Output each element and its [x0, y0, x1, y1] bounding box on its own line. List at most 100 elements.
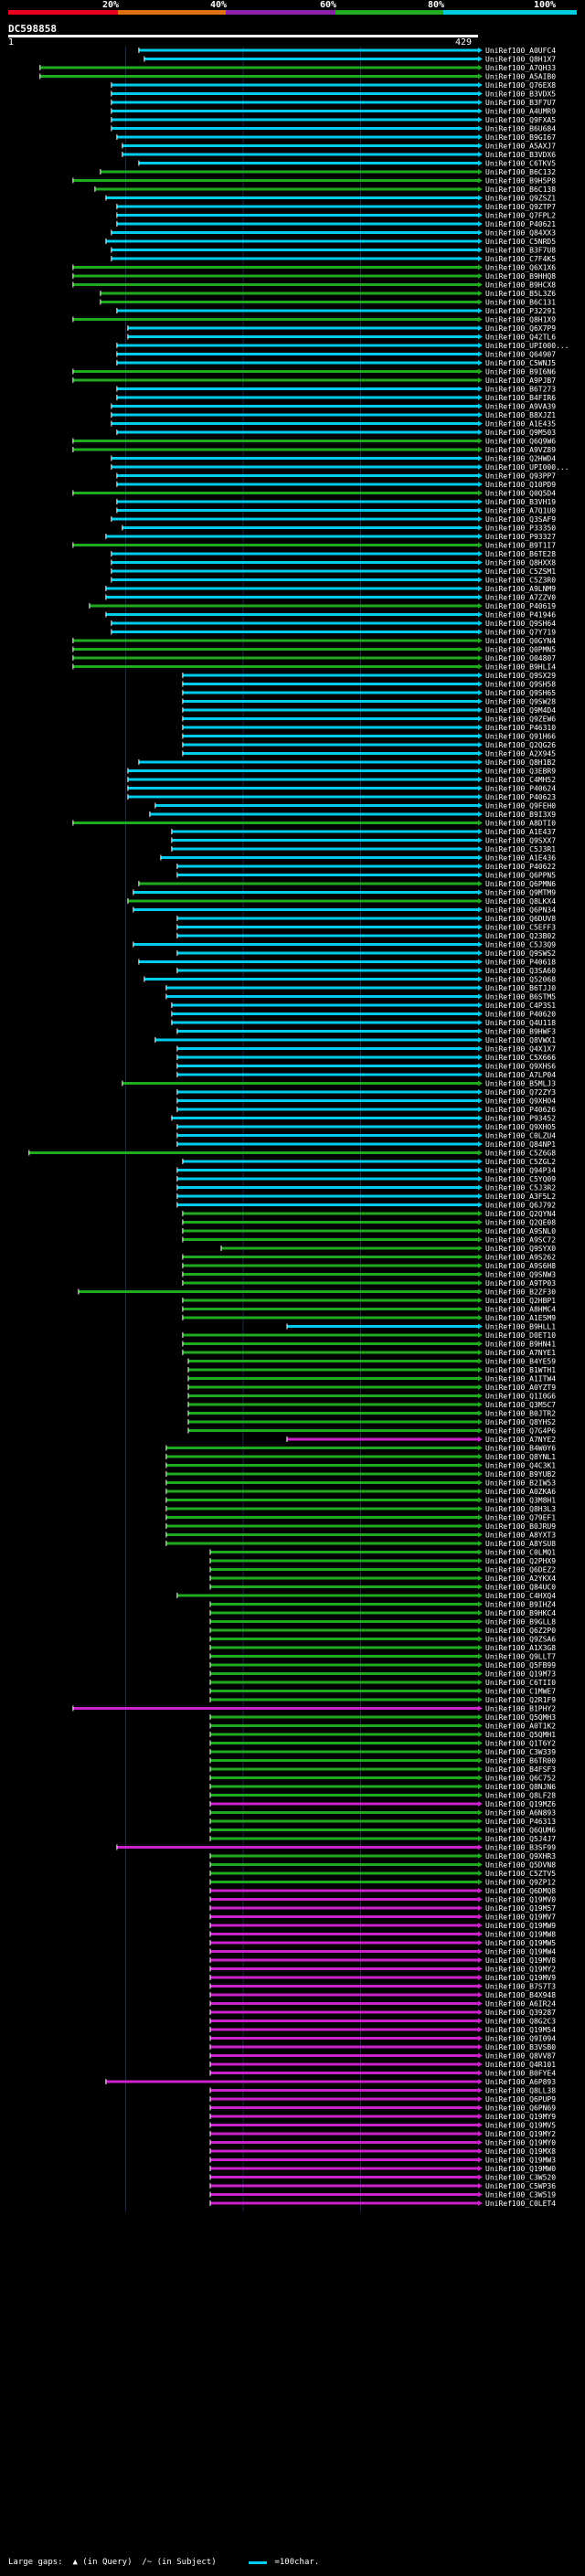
hit-end-arrow-180	[478, 1601, 483, 1607]
hit-label-17: UniRef100_B6C138	[485, 186, 556, 194]
hit-end-arrow-208	[478, 1844, 483, 1850]
hit-label-9: UniRef100_Q9FXA5	[485, 116, 556, 124]
hit-label-226: UniRef100_A6IR24	[485, 2000, 556, 2009]
hit-end-arrow-40	[478, 386, 483, 392]
hit-end-arrow-103	[478, 933, 483, 938]
hit-label-76: UniRef100_Q9SW28	[485, 698, 556, 706]
hit-label-118: UniRef100_Q9XHS6	[485, 1063, 556, 1071]
hit-label-170: UniRef100_Q79EF1	[485, 1514, 556, 1522]
hit-end-arrow-59	[478, 551, 483, 557]
hit-label-158: UniRef100_B0JTR2	[485, 1410, 556, 1418]
hit-end-arrow-62	[478, 577, 483, 583]
hit-end-arrow-37	[478, 360, 483, 366]
hit-end-arrow-189	[478, 1680, 483, 1685]
hit-end-arrow-124	[478, 1115, 483, 1121]
hit-label-130: UniRef100_Q94P34	[485, 1167, 556, 1175]
hit-end-arrow-48	[478, 455, 483, 461]
hit-end-arrow-21	[478, 221, 483, 227]
hit-end-arrow-38	[478, 368, 483, 375]
hit-label-22: UniRef100_Q84XX3	[485, 229, 556, 238]
hit-end-arrow-153	[478, 1367, 483, 1373]
hit-end-arrow-87	[478, 794, 483, 800]
hit-end-arrow-35	[478, 343, 483, 348]
hit-end-arrow-98	[478, 889, 483, 896]
hit-end-arrow-8	[478, 108, 483, 114]
hit-label-183: UniRef100_Q6Z2P0	[485, 1627, 556, 1635]
hit-end-arrow-141	[478, 1263, 483, 1268]
hit-end-arrow-164	[478, 1462, 483, 1468]
hit-label-135: UniRef100_Q2QYN4	[485, 1210, 556, 1218]
hit-label-82: UniRef100_A2X945	[485, 750, 556, 758]
hit-label-12: UniRef100_A5AXJ7	[485, 143, 556, 151]
hit-end-arrow-195	[478, 1732, 483, 1737]
hit-label-23: UniRef100_C5NRD5	[485, 238, 556, 246]
hit-label-29: UniRef100_B5L3Z6	[485, 290, 556, 298]
hit-end-arrow-236	[478, 2087, 483, 2094]
hit-end-arrow-134	[478, 1202, 483, 1208]
hit-label-173: UniRef100_A8YSU8	[485, 1540, 556, 1548]
hit-end-arrow-101	[478, 916, 483, 921]
hit-end-arrow-27	[478, 273, 483, 279]
hit-label-223: UniRef100_Q19MV9	[485, 1974, 556, 1982]
hit-label-128: UniRef100_C5Z6G8	[485, 1150, 556, 1158]
hit-label-227: UniRef100_Q39287	[485, 2009, 556, 2017]
scale-label-20: 20%	[102, 0, 120, 10]
hit-label-77: UniRef100_Q9M4D4	[485, 706, 556, 715]
hit-end-arrow-97	[478, 881, 483, 886]
hit-end-arrow-117	[478, 1055, 483, 1060]
hit-end-arrow-94	[478, 854, 483, 861]
hit-label-99: UniRef100_Q8LKX4	[485, 897, 556, 906]
hit-end-arrow-85	[478, 777, 483, 782]
hit-label-180: UniRef100_B9IHZ4	[485, 1601, 556, 1609]
hit-label-171: UniRef100_B0JRU9	[485, 1522, 556, 1531]
hit-end-arrow-244	[478, 2157, 483, 2163]
hit-label-200: UniRef100_Q6C752	[485, 1775, 556, 1783]
scale-note: =100char.	[274, 2558, 320, 2567]
hit-label-233: UniRef100_Q4R101	[485, 2061, 556, 2069]
hit-label-34: UniRef100_Q42TL6	[485, 334, 556, 342]
hit-label-91: UniRef100_A1E437	[485, 828, 556, 836]
hit-label-148: UniRef100_B9HLL1	[485, 1323, 556, 1331]
hit-end-arrow-118	[478, 1063, 483, 1069]
hit-label-20: UniRef100_Q7FPL2	[485, 212, 556, 220]
hit-end-arrow-74	[478, 681, 483, 687]
hit-label-63: UniRef100_A9LNM9	[485, 585, 556, 593]
hit-label-237: UniRef100_Q6PUP9	[485, 2095, 556, 2104]
subject-gap-label: (in Subject)	[156, 2558, 217, 2567]
hit-end-arrow-193	[478, 1714, 483, 1720]
hit-end-arrow-107	[478, 968, 483, 973]
hit-label-232: UniRef100_Q8VV87	[485, 2052, 556, 2061]
hit-end-arrow-228	[478, 2018, 483, 2024]
hit-label-107: UniRef100_Q3SA60	[485, 967, 556, 975]
hit-end-arrow-216	[478, 1913, 483, 1920]
hit-end-arrow-237	[478, 2096, 483, 2102]
hit-label-38: UniRef100_B9I6N6	[485, 368, 556, 376]
hit-label-62: UniRef100_C5Z3R0	[485, 577, 556, 585]
hit-label-85: UniRef100_C4MH52	[485, 776, 556, 784]
hit-end-arrow-24	[478, 247, 483, 253]
hit-label-231: UniRef100_B3VSB0	[485, 2043, 556, 2051]
hit-end-arrow-76	[478, 698, 483, 705]
hit-label-116: UniRef100_Q4X1X7	[485, 1045, 556, 1054]
hit-label-137: UniRef100_A9SNL0	[485, 1227, 556, 1235]
hit-end-arrow-146	[478, 1306, 483, 1312]
hit-end-arrow-6	[478, 90, 483, 97]
hit-end-arrow-156	[478, 1393, 483, 1399]
hit-end-arrow-177	[478, 1575, 483, 1581]
hit-end-arrow-112	[478, 1011, 483, 1017]
hit-label-222: UniRef100_Q19MY2	[485, 1966, 556, 1974]
hit-label-31: UniRef100_P32291	[485, 307, 556, 315]
hit-end-arrow-119	[478, 1072, 483, 1077]
hit-end-arrow-7	[478, 100, 483, 105]
hit-label-146: UniRef100_A8HMC4	[485, 1306, 556, 1314]
hit-label-126: UniRef100_C0LZU4	[485, 1132, 556, 1140]
hit-end-arrow-84	[478, 768, 483, 774]
hit-end-arrow-154	[478, 1375, 483, 1382]
hit-end-arrow-47	[478, 447, 483, 452]
hit-end-arrow-239	[478, 2114, 483, 2119]
scale-segment-5	[443, 10, 577, 15]
scale-segment-2	[118, 10, 226, 15]
hit-end-arrow-95	[478, 864, 483, 869]
hit-label-87: UniRef100_P40623	[485, 793, 556, 801]
hit-label-157: UniRef100_Q3M5C7	[485, 1401, 556, 1409]
